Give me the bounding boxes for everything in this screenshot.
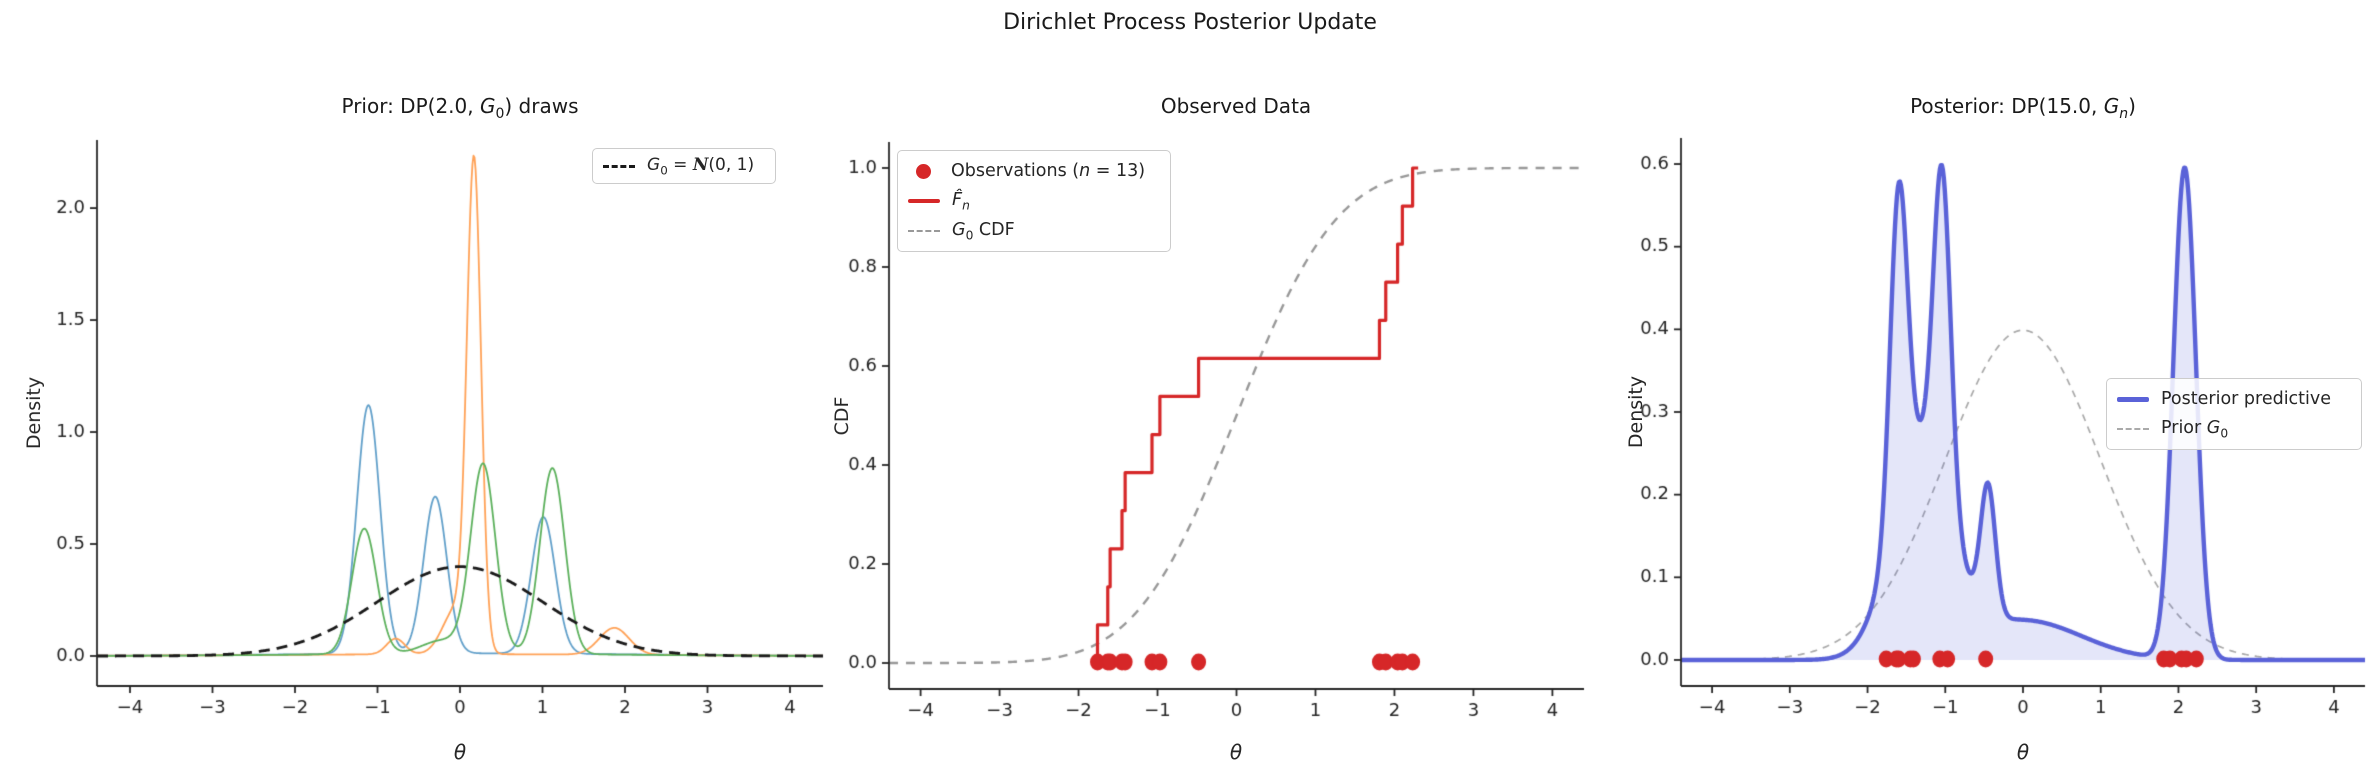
prior-legend: G0 = N(0, 1) [592, 148, 776, 184]
legend-item-g0: G0 = N(0, 1) [603, 154, 765, 178]
posterior-y-axis-label: Density [1625, 375, 1647, 449]
observed-panel-title: Observed Data [1160, 94, 1312, 118]
posterior-legend: Posterior predictive Prior G0 [2106, 378, 2362, 450]
observed-x-axis-label: θ [1229, 740, 1243, 764]
prior-x-axis-label: θ [453, 740, 467, 764]
posterior-x-axis-label: θ [2016, 740, 2030, 764]
legend-item-prior-g0: Prior G0 [2117, 414, 2351, 444]
script-N-glyph: N [692, 154, 709, 175]
legend-item-posterior-predictive: Posterior predictive [2117, 384, 2351, 414]
prior-panel-title: Prior: DP(2.0, G0) draws [341, 94, 579, 122]
legend-item-g0-cdf: G0 CDF [908, 216, 1160, 246]
observed-y-axis-label: CDF [831, 396, 853, 436]
legend-item-empirical-cdf: F̂n [908, 186, 1160, 216]
observed-legend: Observations (n = 13) F̂n G0 CDF [897, 150, 1171, 252]
light-gray-dashed-line-icon [2117, 428, 2149, 430]
red-line-icon [908, 199, 940, 203]
blue-line-icon [2117, 396, 2149, 402]
legend-item-observations: Observations (n = 13) [908, 156, 1160, 186]
black-dashed-line-icon [603, 164, 635, 168]
figure-title: Dirichlet Process Posterior Update [1003, 10, 1377, 35]
gray-dashed-line-icon [908, 230, 940, 232]
prior-y-axis-label: Density [23, 376, 45, 450]
red-dot-marker-icon [916, 163, 931, 179]
posterior-panel-title: Posterior: DP(15.0, Gn) [1910, 94, 2136, 122]
